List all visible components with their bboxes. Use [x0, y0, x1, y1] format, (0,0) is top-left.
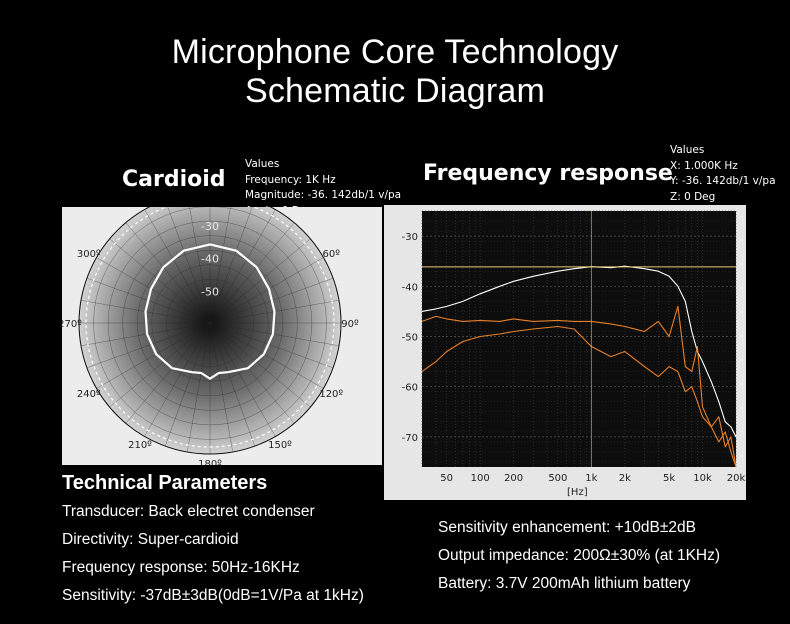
- polar-spoke: [125, 222, 211, 324]
- polar-spoke: [86, 322, 211, 369]
- param-battery: Battery: 3.7V 200mAh lithium battery: [438, 575, 691, 592]
- polar-angle-label: 240º: [77, 389, 101, 400]
- freq-x-tick-label: 200: [504, 473, 523, 484]
- page-title-line1: Microphone Core Technology: [171, 33, 619, 71]
- polar-angle-label: 120º: [319, 389, 343, 400]
- freq-y-tick-label: -70: [402, 433, 418, 444]
- param-sensitivity: Sensitivity: -37dB±3dB(0dB=1V/Pa at 1kHz…: [62, 587, 364, 604]
- freq-series-orange-2: [421, 325, 737, 468]
- polar-spoke: [125, 322, 211, 424]
- cardioid-polar-plot: -30-40-500º30º60º90º120º150º180º210º240º…: [58, 179, 382, 470]
- param-sensitivity-enhancement: Sensitivity enhancement: +10dB±2dB: [438, 519, 696, 536]
- frequency-z-value: Z: 0 Deg: [670, 190, 716, 203]
- frequency-values: Values X: 1.000K Hz Y: -36. 142db/1 v/pa…: [670, 143, 776, 205]
- freq-x-tick-label: 2k: [619, 473, 631, 484]
- freq-plot-area: [422, 211, 736, 467]
- polar-spoke: [209, 322, 276, 437]
- freq-y-tick-label: -40: [402, 282, 418, 293]
- freq-x-tick-label: 100: [471, 473, 490, 484]
- cardioid-frequency: Frequency: 1K Hz: [245, 173, 336, 186]
- freq-x-tick-label: 500: [548, 473, 567, 484]
- frequency-x-value: X: 1.000K Hz: [670, 159, 738, 172]
- freq-x-axis-label: [Hz]: [567, 487, 588, 498]
- freq-x-tick-label: 5k: [663, 473, 675, 484]
- param-output-impedance: Output impedance: 200Ω±30% (at 1KHz): [438, 547, 721, 564]
- polar-angle-label: 210º: [128, 440, 152, 451]
- cardioid-heading: Cardioid: [122, 167, 226, 192]
- freq-y-tick-label: -30: [402, 232, 418, 243]
- polar-spoke: [209, 322, 311, 408]
- polar-spoke: [209, 193, 233, 324]
- polar-spoke: [209, 209, 276, 324]
- frequency-y-value: Y: -36. 142db/1 v/pa: [670, 175, 776, 187]
- technical-parameters-title: Technical Parameters: [62, 472, 268, 494]
- polar-spoke: [209, 322, 334, 369]
- polar-response-curve: [144, 243, 276, 380]
- polar-angle-label: 330º: [128, 207, 152, 209]
- polar-spoke: [144, 209, 211, 324]
- polar-angle-label: 180º: [198, 459, 222, 465]
- freq-x-tick-label: 50: [440, 473, 453, 484]
- freq-y-tick-label: -50: [402, 332, 418, 343]
- polar-spoke: [164, 322, 211, 447]
- polar-spoke: [209, 257, 324, 324]
- polar-spoke: [209, 322, 324, 389]
- polar-spoke: [209, 199, 256, 324]
- polar-ring-label: -50: [201, 285, 219, 298]
- freq-series-orange-1: [421, 305, 737, 468]
- polar-spoke: [96, 322, 211, 389]
- polar-spoke: [209, 322, 233, 453]
- cardioid-magnitude: Magnitude: -36. 142db/1 v/pa: [245, 189, 402, 201]
- polar-spoke: [209, 322, 295, 424]
- polar-spoke: [144, 322, 211, 437]
- polar-spoke: [164, 199, 211, 324]
- cardioid-values-label: Values: [245, 158, 280, 170]
- polar-angle-label: 300º: [77, 249, 101, 260]
- polar-angle-label: 270º: [62, 319, 82, 330]
- polar-spoke: [96, 257, 211, 324]
- polar-spoke: [209, 222, 295, 324]
- polar-spoke: [209, 238, 311, 324]
- polar-spoke: [209, 322, 340, 346]
- frequency-response-heading: Frequency response: [423, 161, 673, 186]
- param-directivity: Directivity: Super-cardioid: [62, 531, 239, 548]
- polar-spoke: [109, 238, 211, 324]
- frequency-response-chart: -30 -40 -50 -60 -70 50 100 200 500 1k 2k 5k 10k 20k [H…: [384, 205, 746, 500]
- freq-x-tick-label: 1k: [585, 473, 597, 484]
- polar-angle-label: 90º: [341, 319, 359, 330]
- frequency-response-plot: -30 -40 -50 -60 -70 50 100 200 500 1k 2k 5k 10k 20k [H…: [384, 205, 746, 500]
- polar-ring-label: -40: [201, 253, 219, 266]
- polar-spoke: [187, 322, 211, 453]
- polar-spoke: [109, 322, 211, 408]
- polar-spoke: [209, 322, 256, 447]
- polar-ring-label: -30: [201, 220, 219, 233]
- polar-angle-label: 150º: [268, 440, 292, 451]
- polar-angle-label: 30º: [271, 207, 289, 209]
- freq-y-tick-label: -60: [402, 383, 418, 394]
- freq-x-tick-label: 20k: [727, 473, 746, 484]
- polar-angle-label: 60º: [323, 249, 341, 260]
- polar-spoke: [80, 322, 211, 346]
- page-title-line2: Schematic Diagram: [244, 72, 546, 110]
- frequency-values-label: Values: [670, 144, 705, 156]
- polar-spoke: [187, 193, 211, 324]
- freq-x-tick-label: 10k: [693, 473, 712, 484]
- page-title: Microphone Core Technology Schematic Dia…: [0, 33, 790, 111]
- param-transducer: Transducer: Back electret condenser: [62, 503, 315, 520]
- freq-series-white: [421, 265, 737, 438]
- param-frequency-response: Frequency response: 50Hz-16KHz: [62, 559, 300, 576]
- cardioid-chart: -30-40-500º30º60º90º120º150º180º210º240º…: [58, 179, 382, 470]
